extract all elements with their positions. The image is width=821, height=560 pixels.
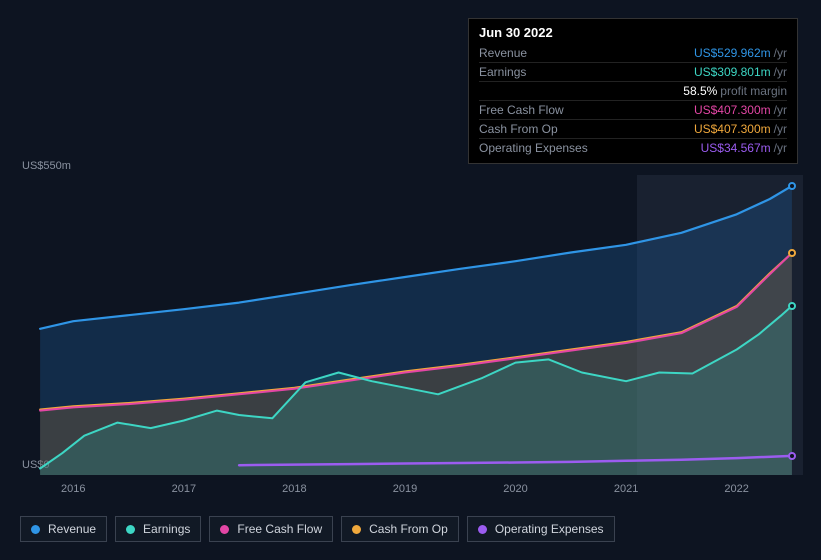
tooltip-row: Earnings US$309.801m/yr xyxy=(479,62,787,81)
legend-swatch xyxy=(31,525,40,534)
tooltip-row-label: Free Cash Flow xyxy=(479,103,564,117)
tooltip-row-value: US$407.300m/yr xyxy=(694,103,787,117)
tooltip-row-value: US$309.801m/yr xyxy=(694,65,787,79)
x-axis: 2016 2017 2018 2019 2020 2021 2022 xyxy=(18,483,803,499)
cash_from_op-end-marker xyxy=(788,249,796,257)
tooltip-row-label: Operating Expenses xyxy=(479,141,588,155)
chart-tooltip: Jun 30 2022 Revenue US$529.962m/yr Earning… xyxy=(468,18,798,164)
legend-label: Free Cash Flow xyxy=(237,522,322,536)
x-axis-tick: 2021 xyxy=(614,483,638,495)
legend-swatch xyxy=(478,525,487,534)
tooltip-row-label: Cash From Op xyxy=(479,122,558,136)
tooltip-row-label: Earnings xyxy=(479,65,526,79)
tooltip-row: Revenue US$529.962m/yr xyxy=(479,44,787,62)
tooltip-row-value: US$34.567m/yr xyxy=(701,141,787,155)
operating_expenses-end-marker xyxy=(788,452,796,460)
tooltip-row-value: 58.5%profit margin xyxy=(683,84,787,98)
chart-legend: Revenue Earnings Free Cash Flow Cash From O… xyxy=(20,516,615,542)
tooltip-row-value: US$407.300m/yr xyxy=(694,122,787,136)
legend-label: Revenue xyxy=(48,522,96,536)
legend-swatch xyxy=(352,525,361,534)
legend-item-cash_from_op[interactable]: Cash From Op xyxy=(341,516,459,542)
x-axis-tick: 2017 xyxy=(172,483,196,495)
tooltip-row: Operating Expenses US$34.567m/yr xyxy=(479,138,787,157)
tooltip-row: Free Cash Flow US$407.300m/yr xyxy=(479,100,787,119)
tooltip-row-value: US$529.962m/yr xyxy=(694,46,787,60)
y-axis-label-top: US$550m xyxy=(22,160,71,172)
revenue-end-marker xyxy=(788,182,796,190)
x-axis-tick: 2022 xyxy=(724,483,748,495)
financials-chart[interactable] xyxy=(18,175,803,475)
legend-swatch xyxy=(220,525,229,534)
legend-label: Earnings xyxy=(143,522,190,536)
legend-item-operating_expenses[interactable]: Operating Expenses xyxy=(467,516,615,542)
x-axis-tick: 2018 xyxy=(282,483,306,495)
legend-item-earnings[interactable]: Earnings xyxy=(115,516,201,542)
legend-item-revenue[interactable]: Revenue xyxy=(20,516,107,542)
tooltip-row-label: Revenue xyxy=(479,46,527,60)
legend-item-free_cash_flow[interactable]: Free Cash Flow xyxy=(209,516,333,542)
x-axis-tick: 2019 xyxy=(393,483,417,495)
tooltip-date: Jun 30 2022 xyxy=(479,25,787,40)
tooltip-row: Cash From Op US$407.300m/yr xyxy=(479,119,787,138)
x-axis-tick: 2020 xyxy=(503,483,527,495)
legend-label: Operating Expenses xyxy=(495,522,604,536)
tooltip-row: 58.5%profit margin xyxy=(479,81,787,100)
earnings-end-marker xyxy=(788,302,796,310)
legend-swatch xyxy=(126,525,135,534)
legend-label: Cash From Op xyxy=(369,522,448,536)
x-axis-tick: 2016 xyxy=(61,483,85,495)
